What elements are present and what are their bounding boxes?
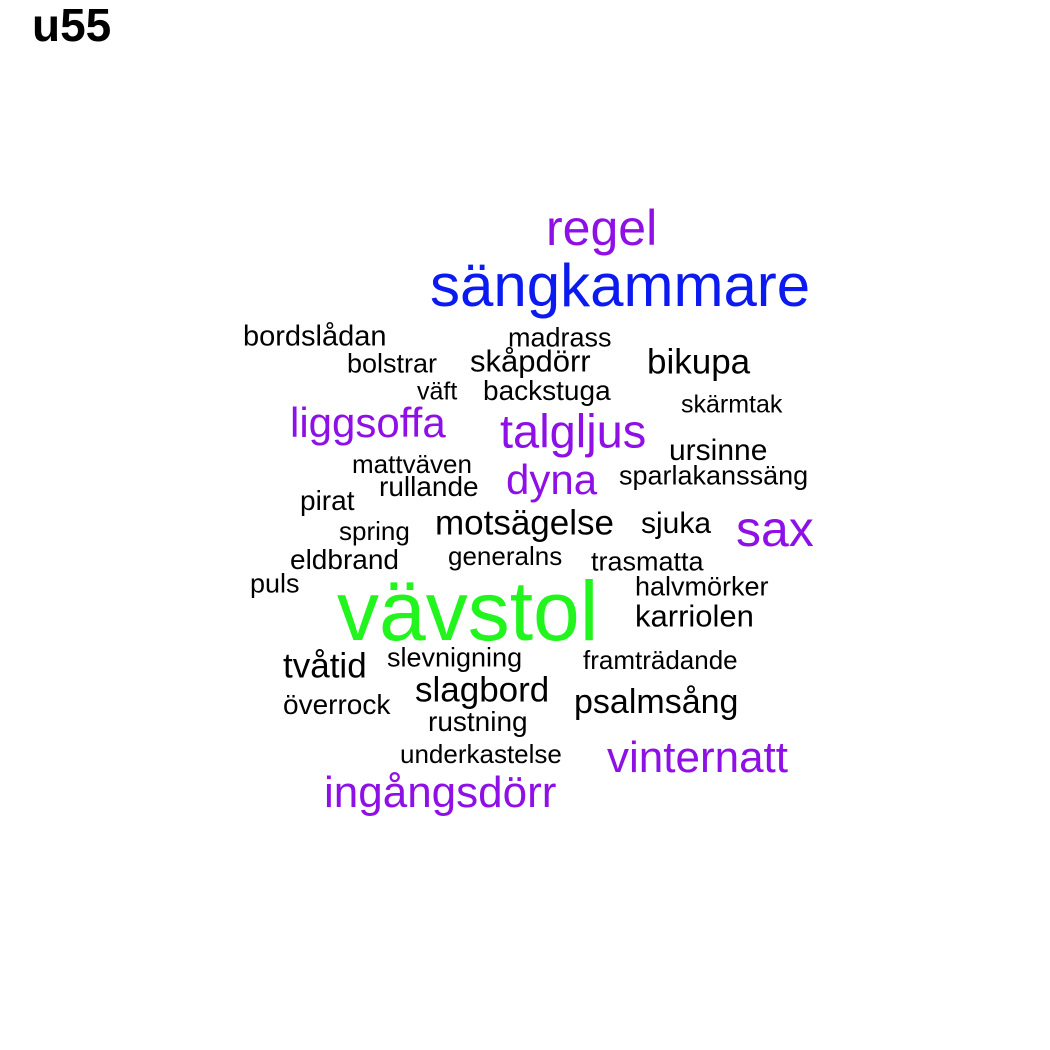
cloud-word: sparlakanssäng: [619, 460, 809, 491]
cloud-word: regel: [546, 200, 658, 256]
cloud-word: motsägelse: [435, 503, 614, 543]
cloud-word: slevnigning: [387, 642, 523, 673]
cloud-word: trasmatta: [591, 546, 704, 577]
cloud-word: sängkammare: [430, 252, 811, 319]
cloud-word: tvåtid: [283, 646, 367, 686]
cloud-word: skåpdörr: [470, 343, 591, 379]
cloud-word: puls: [250, 568, 300, 599]
cloud-word: underkastelse: [400, 739, 562, 769]
cloud-word: backstuga: [483, 375, 611, 406]
cloud-word: dyna: [506, 456, 598, 503]
cloud-word: vävstol: [337, 564, 599, 658]
cloud-word: bordslådan: [243, 320, 387, 353]
cloud-word: sax: [736, 501, 814, 557]
cloud-word: väft: [417, 377, 458, 406]
cloud-word: framträdande: [583, 645, 738, 675]
cloud-word: ingångsdörr: [324, 768, 557, 817]
cloud-word: sjuka: [641, 507, 712, 540]
cloud-word: talgljus: [500, 404, 647, 458]
cloud-word: skärmtak: [681, 390, 783, 419]
cloud-word: madrass: [508, 322, 612, 353]
cloud-word: liggsoffa: [290, 399, 446, 446]
cloud-word: vinternatt: [607, 733, 788, 782]
cloud-word: spring: [339, 516, 410, 546]
cloud-word: eldbrand: [290, 544, 399, 575]
cloud-word: mattväven: [352, 449, 472, 479]
cloud-word: rullande: [379, 471, 479, 502]
cloud-word: karriolen: [635, 598, 754, 634]
cloud-word: bolstrar: [347, 348, 438, 379]
cloud-word: ursinne: [669, 434, 768, 467]
panel-label: u55: [32, 0, 112, 51]
cloud-word: pirat: [300, 485, 355, 516]
cloud-word: bikupa: [647, 342, 751, 382]
cloud-word: generalns: [448, 541, 563, 571]
cloud-word: psalmsång: [574, 683, 739, 721]
cloud-word: överrock: [283, 689, 391, 720]
cloud-word: rustning: [428, 706, 528, 737]
cloud-word: slagbord: [415, 670, 550, 710]
cloud-word: halvmörker: [635, 571, 769, 602]
